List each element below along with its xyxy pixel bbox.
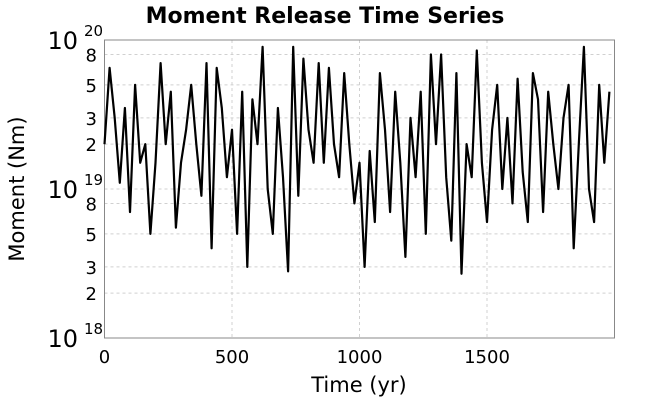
y-tick-label: 10 — [47, 325, 78, 353]
y-tick-label: 3 — [86, 109, 97, 130]
y-tick-label: 5 — [86, 225, 97, 246]
y-tick-label: 5 — [86, 76, 97, 97]
plot-frame — [104, 39, 615, 339]
y-tick-label: 10 — [47, 27, 78, 55]
y-tick-label: 8 — [86, 45, 97, 66]
y-tick-exponent: 20 — [84, 22, 103, 40]
y-tick-label: 3 — [86, 258, 97, 279]
x-tick-label: 500 — [215, 347, 249, 368]
data-line — [103, 45, 611, 275]
y-tick-exponent: 18 — [84, 320, 103, 338]
y-tick-exponent: 19 — [84, 171, 103, 189]
y-tick-label: 8 — [86, 194, 97, 215]
x-tick-label: 1500 — [464, 347, 510, 368]
x-tick-label: 0 — [99, 347, 110, 368]
x-tick-label: 1000 — [337, 347, 383, 368]
y-tick-label: 2 — [86, 284, 97, 305]
x-axis-label: Time (yr) — [310, 373, 407, 397]
y-tick-label: 2 — [86, 135, 97, 156]
y-tick-label: 10 — [47, 176, 78, 204]
chart-title: Moment Release Time Series — [146, 4, 505, 29]
y-axis-label: Moment (Nm) — [5, 116, 29, 261]
